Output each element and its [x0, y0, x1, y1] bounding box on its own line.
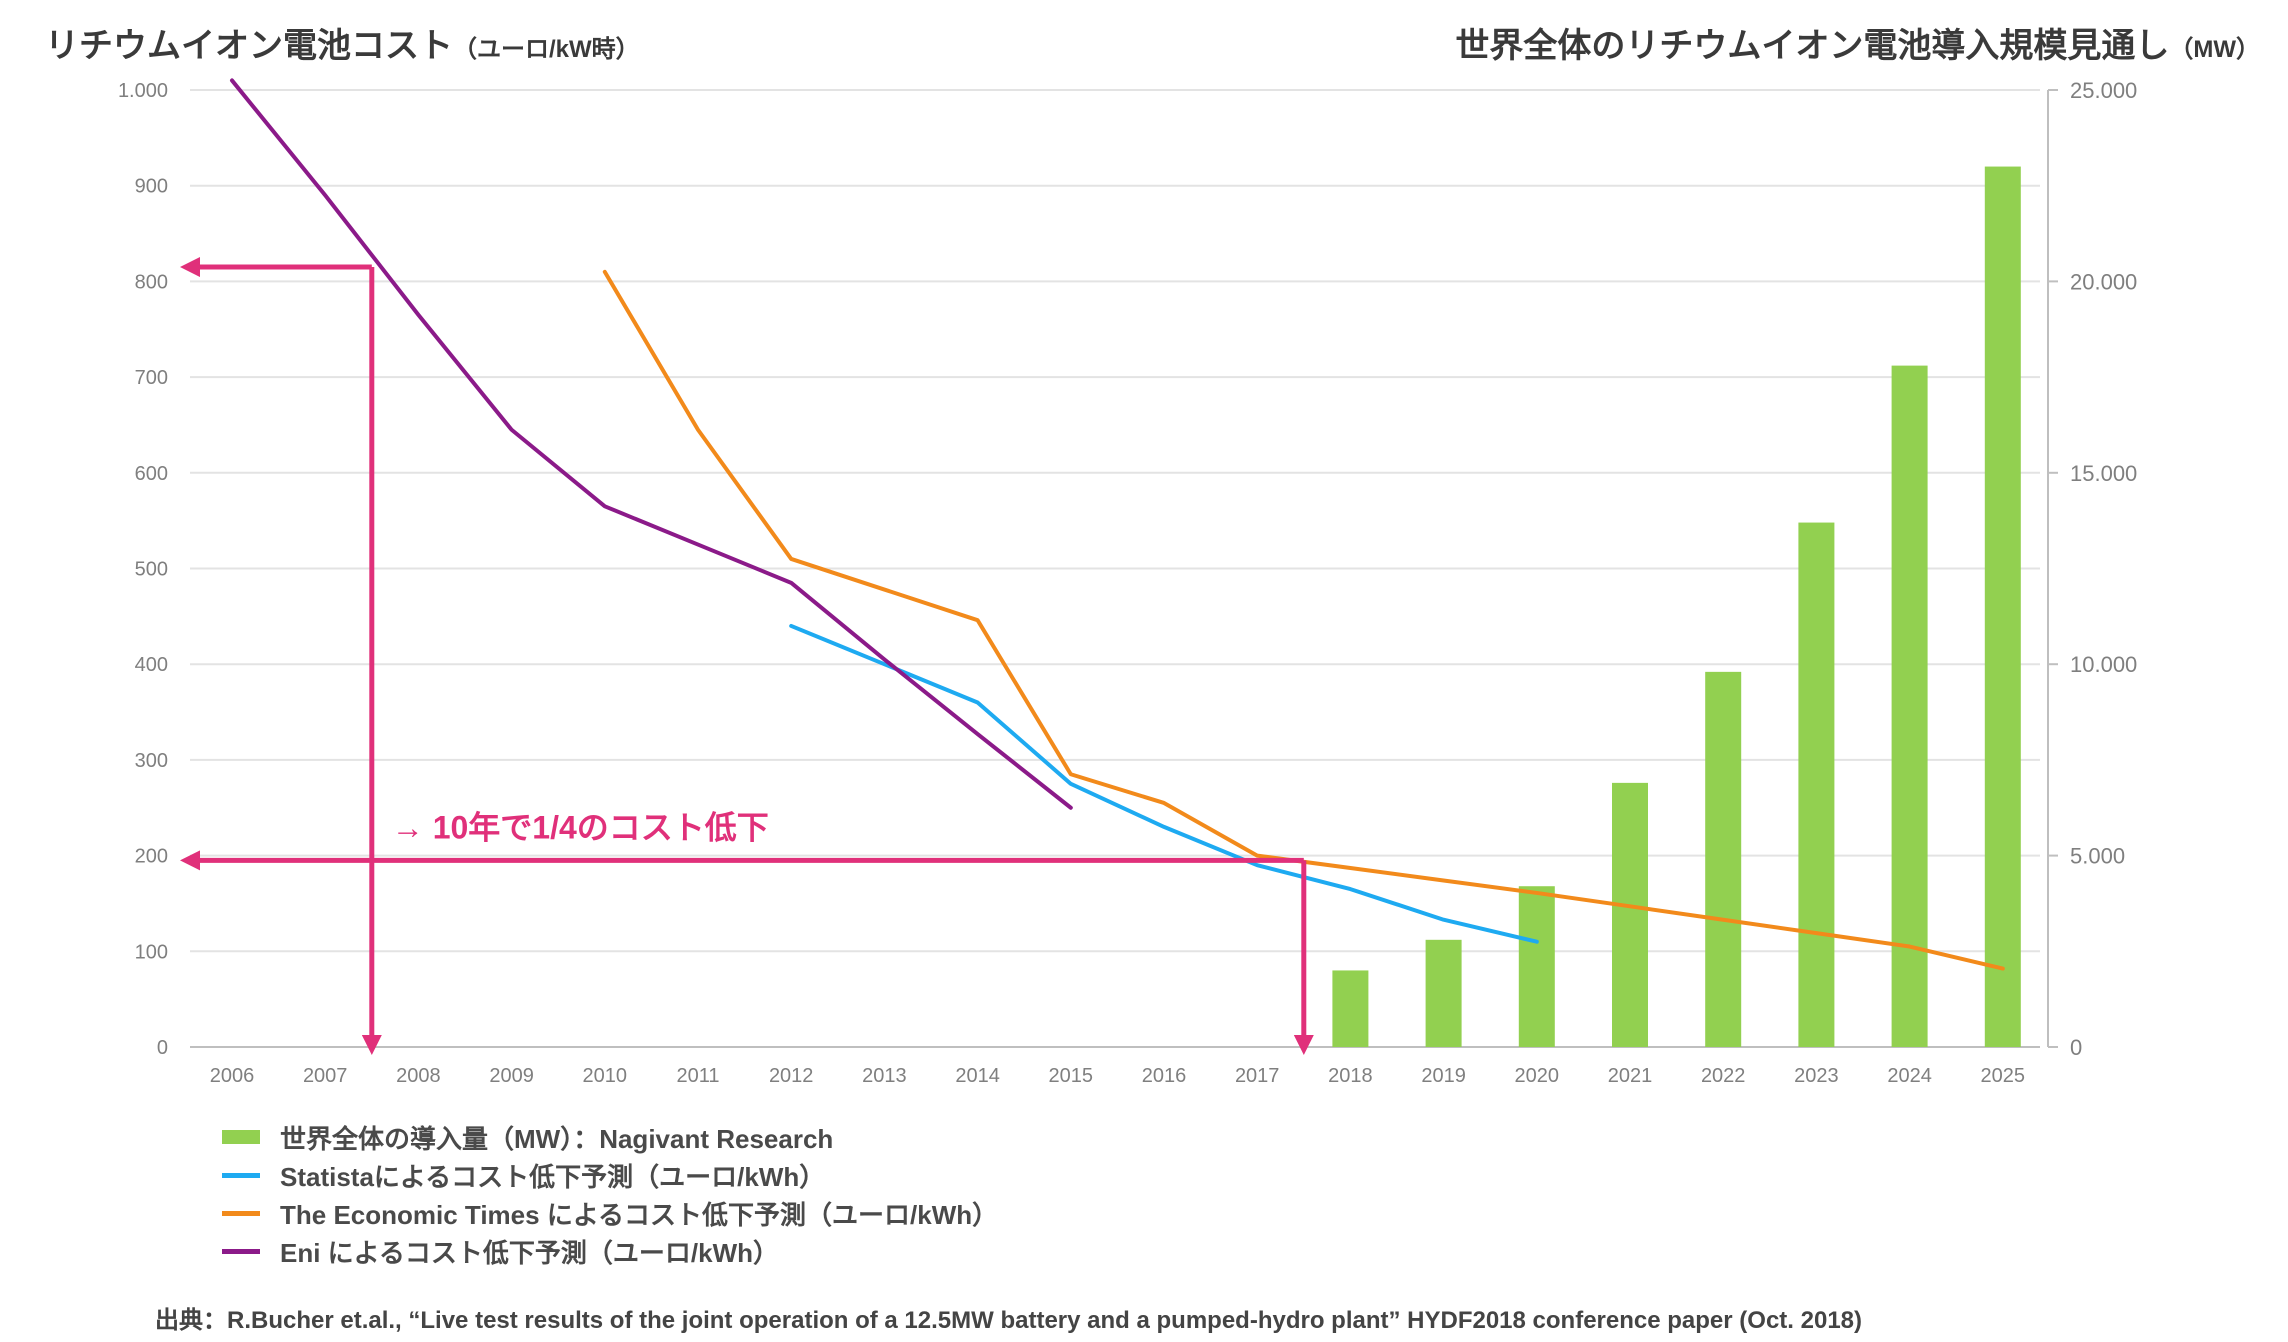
x-tick-label: 2020 — [1515, 1065, 1560, 1087]
legend: 世界全体の導入量（MW）：Nagivant Research Statistaに… — [222, 1118, 998, 1270]
x-tick-label: 2013 — [862, 1065, 907, 1087]
annotation-arrows — [180, 257, 1314, 1055]
x-tick-label: 2008 — [396, 1065, 441, 1087]
left-axis-ticks: 0 100 200 300 400 500 600 700 800 900 1.000 — [118, 80, 168, 1059]
left-tick-label: 300 — [135, 750, 168, 772]
x-tick-label: 2007 — [303, 1065, 348, 1087]
annotation-text: → 10年で1/4のコスト低下 — [392, 809, 769, 845]
x-axis-ticks: 2006 2007 2008 2009 2010 2011 2012 2013 2014 2015… — [210, 1065, 2025, 1087]
legend-item-economic-times: The Economic Times によるコスト低下予測（ユーロ/kWh） — [222, 1194, 998, 1232]
x-tick-label: 2010 — [583, 1065, 628, 1087]
gridlines — [190, 89, 2040, 1048]
legend-label: The Economic Times によるコスト低下予測（ユーロ/kWh） — [280, 1199, 999, 1230]
bar — [1705, 671, 1742, 1047]
legend-item-statista: Statistaによるコスト低下予測（ユーロ/kWh） — [222, 1156, 998, 1194]
left-tick-label: 900 — [135, 176, 168, 198]
left-tick-label: 800 — [135, 271, 168, 293]
bar — [1612, 782, 1648, 1047]
legend-item-eni: Eni によるコスト低下予測（ユーロ/kWh） — [222, 1232, 998, 1270]
legend-label: Statistaによるコスト低下予測（ユーロ/kWh） — [280, 1161, 826, 1192]
left-tick-label: 700 — [135, 367, 168, 389]
left-axis-title: リチウムイオン電池コスト（ユーロ/kW時） — [45, 18, 640, 67]
x-tick-label: 2022 — [1701, 1065, 1746, 1087]
combo-chart: 0 100 200 300 400 500 600 700 800 900 1.000 0 5.000… — [118, 78, 2137, 1087]
x-tick-label: 2025 — [1981, 1065, 2026, 1087]
legend-swatch-orange — [222, 1210, 260, 1216]
right-axis-title: 世界全体のリチウムイオン電池導入規模見通し（MW） — [1455, 18, 2260, 67]
right-axis-title-main: 世界全体のリチウムイオン電池導入規模見通し — [1455, 27, 2170, 65]
right-tick-label: 10.000 — [2070, 652, 2137, 677]
legend-swatch-blue — [222, 1172, 260, 1178]
bar — [1984, 166, 2021, 1047]
x-tick-label: 2015 — [1049, 1065, 1094, 1087]
legend-label: 世界全体の導入量（MW）：Nagivant Research — [280, 1123, 834, 1154]
x-tick-label: 2024 — [1887, 1065, 1932, 1087]
left-tick-label: 1.000 — [118, 80, 168, 102]
x-tick-label: 2011 — [676, 1065, 719, 1087]
bar-series-deployment — [1332, 166, 2021, 1048]
line-series-2 — [230, 78, 1073, 810]
left-tick-label: 500 — [135, 559, 168, 581]
right-tick-label: 0 — [2070, 1035, 2082, 1060]
left-axis-title-main: リチウムイオン電池コスト — [45, 27, 453, 65]
right-axis-ticks: 0 5.000 10.000 15.000 20.000 25.000 — [2047, 78, 2137, 1060]
bar — [1425, 939, 1462, 1047]
x-tick-label: 2019 — [1421, 1065, 1466, 1087]
bar — [1332, 970, 1369, 1047]
legend-label: Eni によるコスト低下予測（ユーロ/kWh） — [280, 1237, 779, 1268]
legend-swatch-green — [222, 1130, 260, 1144]
source-citation: 出典：R.Bucher et.al., “Live test results o… — [155, 1307, 1863, 1334]
line-series-0 — [789, 623, 1539, 944]
x-tick-label: 2006 — [210, 1065, 255, 1087]
right-tick-label: 25.000 — [2070, 78, 2137, 103]
left-axis-title-unit: （ユーロ/kW時） — [453, 36, 640, 63]
right-tick-label: 15.000 — [2070, 461, 2137, 486]
x-tick-label: 2012 — [769, 1065, 814, 1087]
right-axis-title-unit: （MW） — [2169, 36, 2260, 63]
legend-swatch-purple — [222, 1248, 260, 1254]
x-tick-label: 2017 — [1235, 1065, 1280, 1087]
bar — [1518, 886, 1555, 1047]
left-tick-label: 200 — [135, 846, 168, 868]
x-tick-label: 2018 — [1328, 1065, 1373, 1087]
bar — [1891, 365, 1928, 1048]
legend-item-bars: 世界全体の導入量（MW）：Nagivant Research — [222, 1118, 998, 1156]
x-tick-label: 2016 — [1142, 1065, 1187, 1087]
right-tick-label: 5.000 — [2070, 844, 2125, 869]
left-tick-label: 600 — [135, 463, 168, 485]
x-tick-label: 2009 — [489, 1065, 534, 1087]
bar — [1798, 522, 1835, 1047]
left-tick-label: 400 — [135, 654, 168, 676]
left-tick-label: 100 — [135, 941, 168, 963]
x-tick-label: 2023 — [1794, 1065, 1839, 1087]
x-tick-label: 2021 — [1608, 1065, 1653, 1087]
left-tick-label: 0 — [157, 1037, 168, 1059]
right-tick-label: 20.000 — [2070, 269, 2137, 294]
x-tick-label: 2014 — [955, 1065, 1000, 1087]
